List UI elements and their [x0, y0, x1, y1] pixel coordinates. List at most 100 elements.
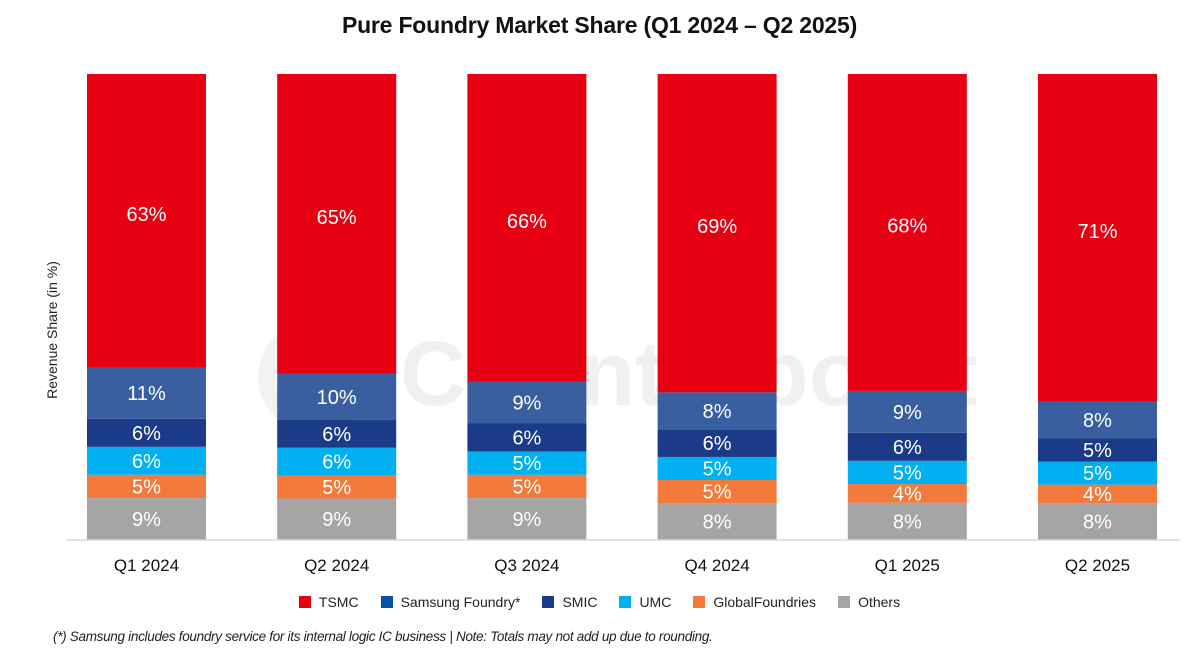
- data-label-globalfoundries-q2-2025: 4%: [1083, 484, 1112, 506]
- data-label-tsmc-q1-2025: 68%: [887, 215, 927, 237]
- bar-segment-globalfoundries-q2-2024: [277, 475, 397, 499]
- legend-swatch-icon: [380, 596, 393, 608]
- legend-swatch-icon: [838, 596, 851, 608]
- data-label-smic-q2-2025: 5%: [1083, 440, 1112, 462]
- bar-segment-umc-q1-2025: [847, 460, 967, 485]
- data-label-smic-q1-2024: 6%: [132, 423, 161, 445]
- bar-segment-samsung-foundry-q1-2024: [87, 367, 206, 419]
- bar-segment-globalfoundries-q1-2025: [847, 484, 967, 503]
- bar-segment-tsmc-q4-2024: [657, 74, 777, 393]
- bar-segment-smic-q1-2024: [87, 418, 206, 447]
- x-tick-label-q3-2024: Q3 2024: [494, 556, 559, 575]
- data-label-umc-q1-2024: 6%: [132, 451, 161, 473]
- bar-segment-smic-q2-2024: [277, 420, 397, 448]
- data-label-tsmc-q3-2024: 66%: [507, 211, 547, 233]
- data-label-globalfoundries-q1-2025: 4%: [893, 483, 922, 505]
- legend-swatch-icon: [542, 596, 555, 608]
- legend-item-tsmc: TSMC: [298, 594, 359, 610]
- data-label-globalfoundries-q4-2024: 5%: [703, 482, 732, 504]
- data-label-samsung-foundry-q2-2024: 10%: [317, 387, 357, 409]
- legend-item-globalfoundries: GlobalFoundries: [693, 594, 816, 610]
- bar-segment-smic-q1-2025: [847, 432, 967, 461]
- data-label-others-q4-2024: 8%: [703, 512, 732, 534]
- bar-segment-samsung-foundry-q4-2024: [657, 392, 777, 430]
- x-tick-label-q2-2025: Q2 2025: [1065, 556, 1130, 575]
- bar-segment-smic-q2-2025: [1038, 438, 1157, 462]
- data-label-samsung-foundry-q4-2024: 8%: [703, 401, 732, 423]
- legend-label: SMIC: [562, 594, 598, 610]
- data-label-others-q1-2025: 8%: [893, 511, 922, 533]
- data-label-umc-q4-2024: 5%: [703, 458, 732, 480]
- bar-segment-tsmc-q2-2025: [1038, 74, 1157, 402]
- data-label-samsung-foundry-q3-2024: 9%: [512, 393, 541, 415]
- bar-segment-umc-q4-2024: [657, 456, 777, 481]
- bar-segment-umc-q1-2024: [87, 446, 206, 475]
- x-tick-label-q1-2025: Q1 2025: [875, 556, 940, 575]
- bar-segment-others-q2-2024: [277, 498, 397, 540]
- bar-segment-tsmc-q2-2024: [277, 74, 397, 374]
- bar-segment-others-q1-2024: [87, 498, 206, 540]
- x-tick-label-q4-2024: Q4 2024: [684, 556, 749, 575]
- bar-segment-tsmc-q3-2024: [467, 74, 587, 382]
- bar-segment-umc-q2-2025: [1038, 461, 1157, 485]
- data-label-others-q3-2024: 9%: [512, 509, 541, 531]
- data-label-others-q1-2024: 9%: [132, 509, 161, 531]
- legend-swatch-icon: [619, 596, 632, 608]
- bar-segment-umc-q2-2024: [277, 447, 397, 476]
- data-label-umc-q2-2025: 5%: [1083, 463, 1112, 485]
- legend-swatch-icon: [693, 596, 706, 608]
- legend-item-smic: SMIC: [542, 594, 597, 610]
- bar-segment-smic-q3-2024: [467, 423, 587, 452]
- chart-legend: TSMC Samsung Foundry* SMIC UMC GlobalFoundri…: [0, 594, 1199, 610]
- legend-item-others: Others: [838, 594, 900, 610]
- data-label-globalfoundries-q2-2024: 5%: [322, 477, 351, 499]
- data-label-tsmc-q4-2024: 69%: [697, 216, 737, 238]
- legend-label: UMC: [639, 594, 672, 610]
- data-label-smic-q2-2024: 6%: [322, 424, 351, 446]
- x-tick-label-q1-2024: Q1 2024: [114, 556, 179, 575]
- bar-segment-others-q4-2024: [657, 503, 777, 540]
- legend-item-umc: UMC: [619, 594, 671, 610]
- data-label-globalfoundries-q1-2024: 5%: [132, 476, 161, 498]
- data-label-others-q2-2024: 9%: [322, 509, 351, 531]
- data-label-tsmc-q2-2024: 65%: [317, 207, 357, 229]
- bar-segment-globalfoundries-q2-2025: [1038, 484, 1157, 504]
- data-label-umc-q3-2024: 5%: [512, 453, 541, 475]
- bar-segment-samsung-foundry-q3-2024: [467, 381, 587, 424]
- data-label-tsmc-q2-2025: 71%: [1077, 221, 1117, 243]
- bar-segment-globalfoundries-q4-2024: [657, 480, 777, 504]
- data-label-others-q2-2025: 8%: [1083, 512, 1112, 534]
- data-label-umc-q1-2025: 5%: [893, 462, 922, 484]
- data-label-umc-q2-2024: 6%: [322, 452, 351, 474]
- legend-swatch-icon: [298, 596, 311, 608]
- bar-segment-others-q3-2024: [467, 498, 587, 540]
- bar-segment-globalfoundries-q1-2024: [87, 474, 206, 499]
- bar-segment-tsmc-q1-2024: [87, 74, 206, 368]
- bar-segment-others-q1-2025: [847, 502, 967, 540]
- legend-item-samsung-foundry: Samsung Foundry*: [380, 594, 521, 610]
- data-label-samsung-foundry-q2-2025: 8%: [1083, 410, 1112, 432]
- bar-segment-umc-q3-2024: [467, 451, 587, 475]
- data-label-tsmc-q1-2024: 63%: [126, 204, 166, 226]
- chart-title: Pure Foundry Market Share (Q1 2024 – Q2 …: [341, 12, 858, 38]
- data-label-samsung-foundry-q1-2025: 9%: [893, 402, 922, 424]
- legend-label: TSMC: [318, 594, 359, 610]
- bar-segment-samsung-foundry-q2-2024: [277, 373, 397, 421]
- bar-segment-globalfoundries-q3-2024: [467, 474, 587, 499]
- footnote: (*) Samsung includes foundry service for…: [53, 629, 713, 644]
- data-label-smic-q4-2024: 6%: [703, 433, 732, 455]
- x-tick-label-q2-2024: Q2 2024: [304, 556, 369, 575]
- bar-segment-samsung-foundry-q1-2025: [847, 390, 967, 433]
- legend-label: GlobalFoundries: [713, 594, 817, 610]
- data-label-smic-q3-2024: 6%: [512, 427, 541, 449]
- bar-segment-others-q2-2025: [1038, 503, 1157, 540]
- data-label-samsung-foundry-q1-2024: 11%: [127, 383, 166, 405]
- data-label-globalfoundries-q3-2024: 5%: [512, 476, 541, 498]
- legend-label: Others: [858, 594, 901, 610]
- bar-segment-samsung-foundry-q2-2025: [1038, 401, 1157, 439]
- data-label-smic-q1-2025: 6%: [893, 437, 922, 459]
- legend-label: Samsung Foundry*: [400, 594, 521, 610]
- bar-segment-smic-q4-2024: [657, 429, 777, 457]
- bar-segment-tsmc-q1-2025: [847, 74, 967, 391]
